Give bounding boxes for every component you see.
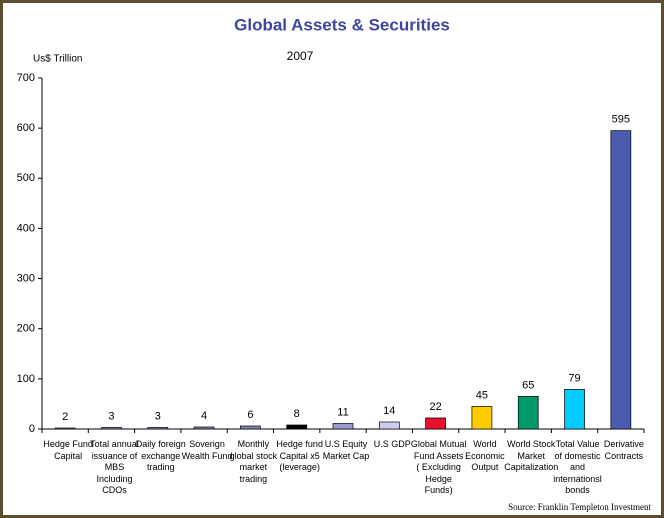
x-tick-label: Soverign Wealth Fund bbox=[181, 439, 233, 461]
x-tick-label: World Economic Output bbox=[465, 439, 505, 472]
value-label: 3 bbox=[155, 410, 161, 422]
value-label: 8 bbox=[294, 408, 300, 420]
x-tick-label: U.S GDP bbox=[373, 439, 411, 449]
bar bbox=[286, 424, 308, 430]
subtitle: 2007 bbox=[287, 49, 314, 63]
x-tick-label: U.S Equity Market Cap bbox=[322, 439, 370, 461]
value-label: 11 bbox=[337, 406, 348, 418]
bar bbox=[147, 427, 169, 430]
x-tick-label: Hedge Fund Capital bbox=[43, 439, 93, 461]
y-tick-label: 300 bbox=[17, 272, 35, 284]
source-note: Source: Franklin Templeton Investment bbox=[508, 502, 651, 512]
value-label: 6 bbox=[247, 409, 253, 421]
bar bbox=[378, 421, 400, 430]
x-tick-label: Hedge fund Capital x5 (leverage) bbox=[276, 439, 323, 472]
bar bbox=[517, 396, 539, 430]
chart: Global Assets & Securities Us$ Trillion … bbox=[17, 15, 645, 435]
y-tick-label: 0 bbox=[29, 423, 35, 435]
x-tick-label: World Stock Market Capitalization bbox=[504, 439, 559, 472]
value-label: 45 bbox=[476, 389, 488, 401]
y-tick-label: 600 bbox=[17, 122, 35, 134]
bar bbox=[332, 423, 354, 430]
y-tick-label: 100 bbox=[17, 373, 35, 385]
bar bbox=[564, 389, 585, 430]
x-tick-label: Derivative Contracts bbox=[603, 439, 644, 461]
value-label: 14 bbox=[383, 405, 395, 417]
y-tick-label: 700 bbox=[17, 72, 35, 84]
value-label: 79 bbox=[568, 372, 580, 384]
x-tick-label: Daily foreign exchange trading bbox=[135, 439, 186, 472]
bar bbox=[54, 427, 76, 430]
x-tick-label: Total Value of domestic and internations… bbox=[553, 439, 602, 495]
bar bbox=[471, 406, 493, 430]
chart-title: Global Assets & Securities bbox=[234, 15, 450, 34]
y-tick-label: 400 bbox=[17, 222, 35, 234]
x-tick-label: Global Mutual Fund Assets ( Excluding He… bbox=[410, 439, 467, 495]
x-tick-label: Total annual issuance of MBS Including C… bbox=[90, 439, 139, 495]
y-axis-label: Us$ Trillion bbox=[33, 54, 82, 65]
bar bbox=[425, 417, 446, 430]
value-label: 2 bbox=[62, 411, 68, 423]
y-tick-label: 200 bbox=[17, 323, 35, 335]
bar bbox=[610, 130, 632, 430]
value-label: 65 bbox=[522, 379, 534, 391]
value-label: 4 bbox=[201, 410, 207, 422]
bar bbox=[240, 425, 261, 430]
y-tick-label: 500 bbox=[17, 172, 35, 184]
value-label: 3 bbox=[108, 410, 114, 422]
value-label: 22 bbox=[429, 401, 441, 413]
value-label: 595 bbox=[612, 114, 630, 126]
x-tick-label: Monthly global stock market trading bbox=[229, 439, 278, 484]
bar bbox=[101, 427, 122, 430]
bar bbox=[193, 426, 215, 430]
